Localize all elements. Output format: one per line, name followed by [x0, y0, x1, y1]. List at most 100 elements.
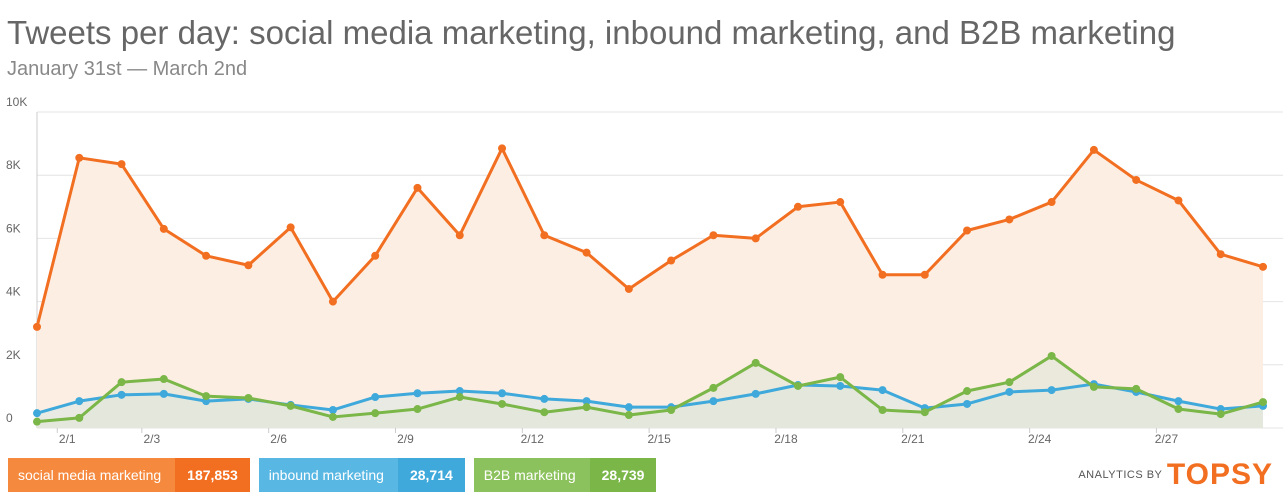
data-point — [117, 390, 126, 399]
x-tick-label: 2/15 — [647, 432, 671, 446]
data-point — [455, 393, 464, 402]
x-tick-label: 2/21 — [901, 432, 925, 446]
y-tick-label: 0 — [6, 411, 13, 425]
data-point — [33, 409, 41, 418]
legend-total: 187,853 — [175, 458, 250, 492]
data-point — [878, 405, 887, 414]
data-point — [1216, 250, 1225, 259]
data-point — [751, 234, 760, 243]
data-point — [117, 160, 126, 169]
footer: ANALYTICS BY TOPSY — [1078, 458, 1273, 492]
data-point — [371, 409, 380, 418]
data-point — [33, 322, 41, 331]
footer-prefix: ANALYTICS BY — [1078, 469, 1163, 481]
data-point — [1005, 387, 1014, 396]
legend-item[interactable]: inbound marketing 28,714 — [258, 458, 465, 492]
data-point — [582, 397, 591, 406]
data-point — [413, 389, 422, 398]
data-point — [202, 392, 211, 401]
data-point — [498, 389, 507, 398]
data-point — [751, 389, 760, 398]
data-point — [498, 399, 507, 408]
data-point — [1132, 175, 1141, 184]
data-point — [878, 270, 887, 279]
data-point — [667, 256, 676, 265]
x-tick-label: 2/24 — [1028, 432, 1052, 446]
data-point — [498, 144, 507, 153]
data-point — [582, 403, 591, 412]
series-line — [35, 146, 1264, 328]
data-point — [540, 394, 549, 403]
data-point — [667, 405, 676, 414]
data-point — [117, 378, 126, 387]
data-point — [159, 375, 168, 384]
data-point — [963, 226, 972, 235]
chart-title: Tweets per day: social media marketing, … — [7, 14, 1176, 51]
y-tick-label: 2K — [6, 348, 21, 362]
legend-total: 28,714 — [397, 458, 465, 492]
data-point — [1047, 386, 1056, 395]
data-point — [33, 417, 41, 426]
legend: social media marketing 187,853 inbound mar… — [8, 458, 657, 492]
data-point — [793, 381, 802, 390]
data-point — [836, 198, 845, 207]
data-point — [1089, 145, 1098, 154]
data-point — [1174, 397, 1183, 406]
x-tick-label: 2/9 — [397, 432, 414, 446]
data-point — [709, 231, 718, 240]
data-point — [286, 223, 295, 232]
y-tick-label: 6K — [6, 221, 21, 235]
series-area — [37, 148, 1263, 428]
legend-item[interactable]: B2B marketing 28,739 — [473, 458, 657, 492]
data-point — [1047, 351, 1056, 360]
data-point — [328, 297, 337, 306]
data-point — [709, 397, 718, 406]
data-point — [159, 389, 168, 398]
data-point — [878, 386, 887, 395]
data-point — [1174, 196, 1183, 205]
y-tick-label: 4K — [6, 285, 21, 299]
data-point — [1259, 398, 1267, 407]
data-point — [75, 413, 84, 422]
legend-item[interactable]: social media marketing 187,853 — [8, 458, 250, 492]
data-point — [75, 153, 84, 162]
data-point — [624, 284, 633, 293]
x-tick-label: 2/6 — [270, 432, 287, 446]
data-point — [75, 397, 84, 406]
data-point — [413, 405, 422, 414]
data-point — [286, 401, 295, 410]
data-point — [1047, 198, 1056, 207]
x-tick-label: 2/27 — [1155, 432, 1179, 446]
data-point — [1132, 384, 1141, 393]
series-line — [36, 382, 1264, 415]
legend-label: inbound marketing — [258, 458, 398, 492]
x-tick-label: 2/12 — [521, 432, 545, 446]
data-point — [751, 358, 760, 367]
data-point — [793, 202, 802, 211]
data-point — [328, 412, 337, 421]
data-point — [1089, 382, 1098, 391]
data-point — [159, 224, 168, 233]
data-point — [540, 231, 549, 240]
legend-label: B2B marketing — [473, 458, 590, 492]
data-point — [1005, 215, 1014, 224]
data-point — [540, 408, 549, 417]
y-tick-label: 10K — [6, 95, 27, 109]
data-point — [836, 373, 845, 382]
legend-label: social media marketing — [8, 458, 176, 492]
data-point — [202, 251, 211, 260]
data-point — [1174, 405, 1183, 414]
data-point — [836, 381, 845, 390]
x-tick-label: 2/18 — [774, 432, 798, 446]
data-point — [371, 251, 380, 260]
chart: 0 2K 4K 6K 8K 10K 2/1 2/3 2/6 2/9 2/12 2/15 2/18 2/21… — [6, 95, 1283, 446]
data-point — [709, 383, 718, 392]
data-point — [371, 393, 380, 402]
data-point — [413, 183, 422, 192]
x-tick-label: 2/3 — [143, 432, 160, 446]
data-point — [244, 393, 253, 402]
data-point — [455, 231, 464, 240]
data-point — [963, 387, 972, 396]
data-point — [963, 399, 972, 408]
